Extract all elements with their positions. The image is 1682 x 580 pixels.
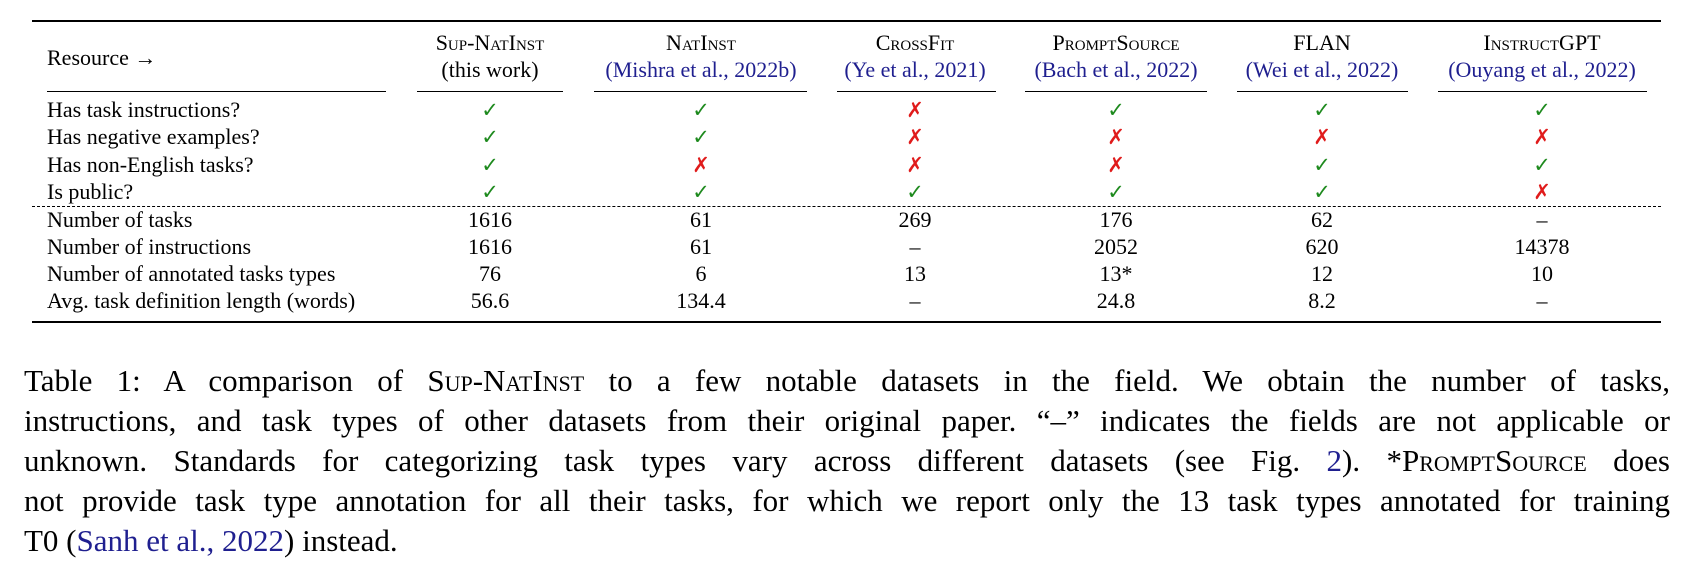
row-label: Has negative examples?	[47, 124, 260, 149]
row-label: Number of tasks	[47, 207, 193, 232]
cell: 14378	[1514, 234, 1570, 259]
cell: ✗	[692, 153, 710, 177]
text: ). *	[1342, 443, 1402, 478]
cell: 13*	[1099, 261, 1133, 286]
dashed-separator	[32, 206, 1661, 207]
text: not provide task type annotation for all…	[24, 483, 1670, 518]
column-underline	[417, 91, 563, 92]
caption-line: T0 (Sanh et al., 2022) instead.	[24, 523, 1670, 559]
cell: ✓	[1533, 98, 1551, 122]
bottom-rule	[32, 321, 1661, 323]
cell: ✓	[1107, 180, 1125, 204]
cell: 620	[1305, 234, 1339, 259]
top-rule	[32, 20, 1661, 22]
caption-line: instructions, and task types of other da…	[24, 403, 1670, 439]
row-label: Has task instructions?	[47, 97, 241, 122]
column-underline	[594, 91, 807, 92]
text: does	[1586, 443, 1670, 478]
cell: 61	[690, 234, 712, 259]
cell: –	[909, 234, 921, 259]
column-source[interactable]: (Wei et al., 2022)	[1245, 57, 1399, 82]
column-underline	[1438, 91, 1647, 92]
cell: 76	[479, 261, 501, 286]
column-source[interactable]: (Ouyang et al., 2022)	[1448, 57, 1636, 82]
cell: 61	[690, 207, 712, 232]
cell: ✓	[481, 98, 499, 122]
column-source: (this work)	[441, 57, 539, 82]
cell: ✗	[906, 125, 924, 149]
cell: 8.2	[1308, 288, 1336, 313]
figure-link[interactable]: 2	[1326, 443, 1343, 478]
cell: ✗	[906, 98, 924, 122]
cell: ✗	[1107, 153, 1125, 177]
column-underline	[837, 91, 996, 92]
cell: ✓	[481, 153, 499, 177]
cell: 2052	[1094, 234, 1138, 259]
cell: ✗	[906, 153, 924, 177]
cell: 6	[695, 261, 707, 286]
caption-line: Table 1: A comparison of Sup-NatInst to …	[24, 363, 1670, 399]
cell: –	[909, 288, 921, 313]
cell: –	[1536, 207, 1548, 232]
row-label: Number of instructions	[47, 234, 252, 259]
cell: ✓	[692, 125, 710, 149]
column-name: Sup-NatInst	[435, 30, 545, 55]
cell: ✓	[1313, 98, 1331, 122]
column-source[interactable]: (Mishra et al., 2022b)	[605, 57, 797, 82]
text: Table 1: A comparison of	[24, 363, 428, 398]
cell: 13	[904, 261, 926, 286]
column-source[interactable]: (Bach et al., 2022)	[1034, 57, 1198, 82]
caption-line: not provide task type annotation for all…	[24, 483, 1670, 519]
column-name: CrossFit	[875, 30, 955, 55]
text: instructions, and task types of other da…	[24, 403, 1670, 438]
cell: ✓	[692, 98, 710, 122]
row-label: Number of annotated tasks types	[47, 261, 336, 286]
corner-header: Resource →	[47, 45, 157, 70]
header-underline	[47, 91, 386, 92]
cell: 10	[1531, 261, 1553, 286]
cell: 24.8	[1096, 288, 1136, 313]
text: ) instead.	[284, 523, 398, 558]
cell: ✗	[1533, 180, 1551, 204]
cell: ✓	[1313, 180, 1331, 204]
dataset-name: PromptSource	[1401, 443, 1587, 478]
cell: 1616	[468, 234, 512, 259]
row-label: Avg. task definition length (words)	[47, 288, 356, 313]
cell: ✗	[1107, 125, 1125, 149]
cell: ✓	[1313, 153, 1331, 177]
row-label: Is public?	[47, 179, 134, 204]
column-source[interactable]: (Ye et al., 2021)	[844, 57, 986, 82]
text: T0 (	[24, 523, 77, 558]
cell: 12	[1311, 261, 1333, 286]
cell: ✓	[692, 180, 710, 204]
text: to a few notable datasets in the field. …	[584, 363, 1670, 398]
row-label: Has non-English tasks?	[47, 152, 254, 177]
dataset-name: Sup-NatInst	[427, 363, 585, 398]
cell: 56.6	[470, 288, 510, 313]
cell: 176	[1099, 207, 1133, 232]
column-underline	[1025, 91, 1207, 92]
cell: 269	[898, 207, 932, 232]
column-name: PromptSource	[1052, 30, 1180, 55]
column-name: FLAN	[1293, 30, 1351, 55]
cell: 62	[1311, 207, 1333, 232]
column-name: InstructGPT	[1483, 30, 1601, 55]
citation-link[interactable]: Sanh et al., 2022	[76, 523, 285, 558]
cell: ✓	[481, 180, 499, 204]
column-underline	[1237, 91, 1408, 92]
cell: ✓	[906, 180, 924, 204]
cell: ✗	[1533, 125, 1551, 149]
cell: ✗	[1313, 125, 1331, 149]
cell: ✓	[481, 125, 499, 149]
cell: ✓	[1533, 153, 1551, 177]
column-name: NatInst	[666, 30, 736, 55]
cell: ✓	[1107, 98, 1125, 122]
cell: 134.4	[676, 288, 726, 313]
caption-line: unknown. Standards for categorizing task…	[24, 443, 1670, 479]
cell: –	[1536, 288, 1548, 313]
text: unknown. Standards for categorizing task…	[24, 443, 1327, 478]
cell: 1616	[468, 207, 512, 232]
